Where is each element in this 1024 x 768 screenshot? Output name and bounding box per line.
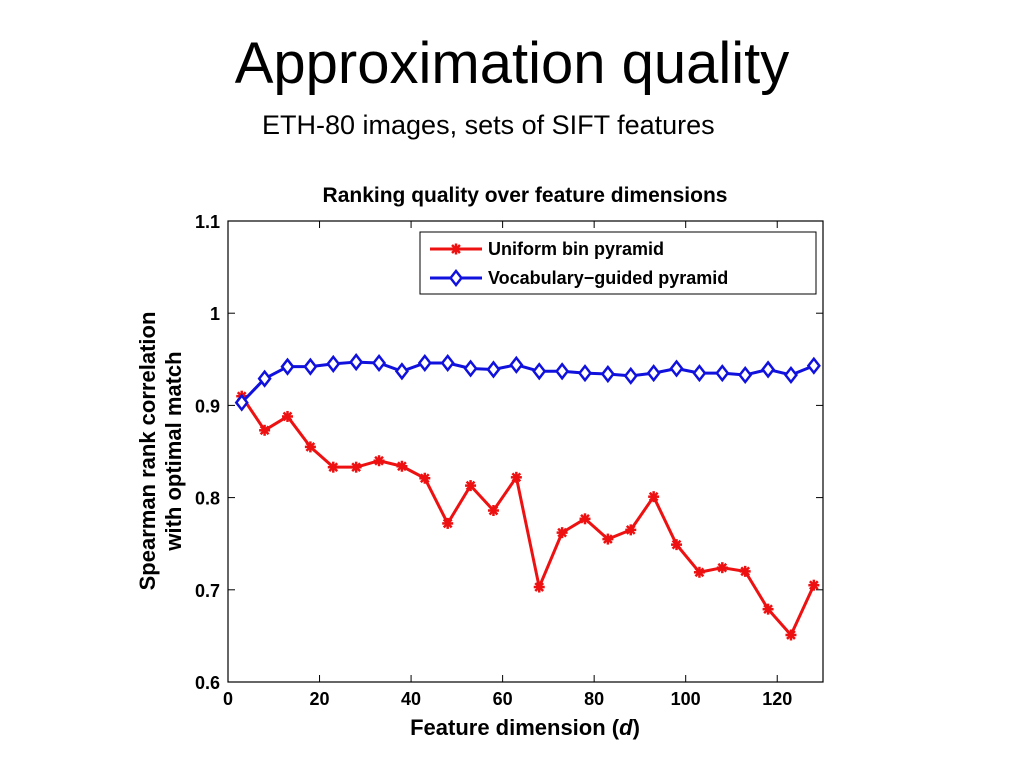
y-tick-label: 1 [210, 304, 220, 324]
data-point [739, 565, 751, 577]
y-tick-label: 0.7 [195, 581, 220, 601]
legend-label: Vocabulary−guided pyramid [488, 268, 728, 288]
data-point [555, 362, 570, 381]
data-point [465, 480, 477, 492]
data-point [304, 441, 316, 453]
x-tick-label: 20 [310, 689, 330, 709]
data-point [579, 513, 591, 525]
data-point [806, 356, 821, 375]
data-point [533, 581, 545, 593]
data-point [783, 365, 799, 385]
x-tick-label: 120 [762, 689, 792, 709]
data-point [440, 353, 455, 373]
chart-title: Ranking quality over feature dimensions [323, 184, 728, 207]
data-point [350, 461, 362, 473]
data-point [602, 533, 614, 545]
x-tick-label: 0 [223, 689, 233, 709]
legend-marker [450, 243, 462, 255]
plot-frame [227, 220, 824, 683]
y-tick-label: 0.6 [195, 673, 220, 693]
data-point [510, 471, 522, 483]
data-point [371, 353, 387, 373]
data-point [303, 357, 318, 376]
series-0 [236, 390, 820, 641]
data-point [396, 460, 408, 472]
data-point [373, 455, 385, 467]
data-point [259, 424, 271, 436]
series-line [240, 360, 815, 404]
data-point [326, 354, 341, 373]
data-point [532, 362, 547, 381]
data-point [417, 353, 432, 373]
slide-subtitle: ETH-80 images, sets of SIFT features [262, 110, 715, 140]
y-tick-label: 1.1 [195, 212, 220, 232]
legend-item: Uniform bin pyramid [430, 239, 664, 259]
legend-marker [448, 268, 464, 288]
data-point [486, 360, 501, 379]
data-point [327, 461, 339, 473]
series-line [240, 395, 816, 637]
data-point [419, 472, 431, 484]
data-point [257, 369, 272, 388]
data-point [716, 562, 728, 574]
x-axis-title-text: Feature dimension ( [410, 715, 620, 740]
legend-item: Vocabulary−guided pyramid [430, 268, 728, 288]
x-tick-label: 40 [401, 689, 421, 709]
y-axis-title-line2: with optimal match [161, 351, 186, 551]
data-point [808, 579, 820, 591]
x-tick-label: 100 [671, 689, 701, 709]
y-axis-title-line1: Spearman rank correlation [135, 312, 160, 591]
x-tick-label: 60 [493, 689, 513, 709]
data-point [234, 393, 249, 412]
data-point [693, 566, 705, 578]
data-point [556, 527, 568, 539]
data-point [394, 362, 409, 381]
data-point [648, 491, 660, 503]
legend-label: Uniform bin pyramid [488, 239, 664, 259]
axes [227, 220, 824, 683]
legend: Uniform bin pyramid Vocabulary−guided pyr… [419, 231, 817, 295]
data-point [762, 603, 774, 615]
data-point [349, 353, 364, 372]
data-point [280, 357, 295, 376]
data-point [738, 365, 753, 385]
x-axis-title-variable: d [619, 715, 633, 740]
data-point [442, 517, 454, 529]
data-point [509, 355, 524, 374]
data-point [463, 359, 478, 378]
data-point [692, 364, 707, 383]
data-point [761, 360, 776, 379]
data-point [715, 364, 730, 383]
data-point [671, 539, 683, 551]
x-axis-title: Feature dimension (d) [410, 715, 640, 740]
data-point [577, 364, 593, 383]
data-point [646, 364, 661, 383]
data-point [487, 505, 499, 517]
series [234, 353, 821, 641]
x-tick-label: 80 [584, 689, 604, 709]
data-point [785, 629, 797, 641]
data-point [600, 365, 615, 384]
ticks: 0 20 40 60 80 100 120 0.6 0.7 0.8 0.9 1 1.1 [195, 212, 823, 709]
data-point [625, 524, 637, 536]
y-tick-label: 0.9 [195, 396, 220, 416]
series-1 [234, 353, 821, 412]
legend-box [419, 231, 817, 295]
data-point [669, 359, 684, 378]
data-point [623, 366, 638, 385]
y-tick-label: 0.8 [195, 489, 220, 509]
slide-title: Approximation quality [234, 31, 790, 96]
y-axis-title: Spearman rank correlation with optimal m… [135, 312, 186, 591]
data-point [282, 410, 293, 422]
x-axis-title-close: ) [633, 715, 640, 740]
